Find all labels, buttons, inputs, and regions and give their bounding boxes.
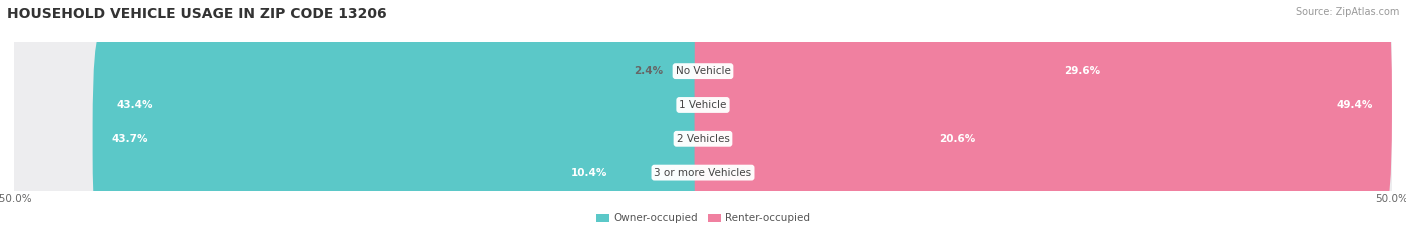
FancyBboxPatch shape	[3, 37, 1403, 233]
Text: 3 or more Vehicles: 3 or more Vehicles	[654, 168, 752, 178]
Text: 43.7%: 43.7%	[112, 134, 149, 144]
Text: 10.4%: 10.4%	[571, 168, 607, 178]
FancyBboxPatch shape	[695, 0, 1119, 176]
FancyBboxPatch shape	[93, 34, 711, 233]
Text: No Vehicle: No Vehicle	[675, 66, 731, 76]
FancyBboxPatch shape	[3, 0, 1403, 207]
Text: 0.38%: 0.38%	[716, 168, 751, 178]
Text: 2 Vehicles: 2 Vehicles	[676, 134, 730, 144]
Text: Source: ZipAtlas.com: Source: ZipAtlas.com	[1295, 7, 1399, 17]
FancyBboxPatch shape	[695, 34, 995, 233]
FancyBboxPatch shape	[662, 0, 711, 176]
FancyBboxPatch shape	[551, 67, 711, 233]
Text: 2.4%: 2.4%	[634, 66, 664, 76]
Legend: Owner-occupied, Renter-occupied: Owner-occupied, Renter-occupied	[592, 209, 814, 228]
FancyBboxPatch shape	[695, 67, 717, 233]
FancyBboxPatch shape	[695, 0, 1392, 210]
Text: 20.6%: 20.6%	[939, 134, 976, 144]
Text: 43.4%: 43.4%	[117, 100, 152, 110]
FancyBboxPatch shape	[3, 0, 1403, 233]
Text: HOUSEHOLD VEHICLE USAGE IN ZIP CODE 13206: HOUSEHOLD VEHICLE USAGE IN ZIP CODE 1320…	[7, 7, 387, 21]
Text: 29.6%: 29.6%	[1064, 66, 1099, 76]
FancyBboxPatch shape	[97, 0, 711, 210]
FancyBboxPatch shape	[3, 3, 1403, 233]
Text: 1 Vehicle: 1 Vehicle	[679, 100, 727, 110]
Text: 49.4%: 49.4%	[1336, 100, 1372, 110]
